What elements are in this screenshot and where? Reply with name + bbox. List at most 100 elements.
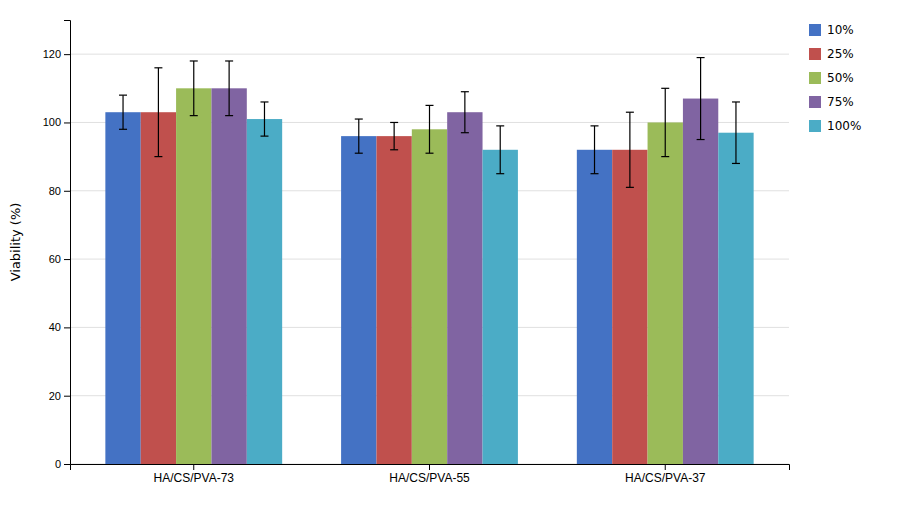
x-axis-line [71, 465, 790, 471]
error-bar-cap [355, 153, 363, 154]
plot: 020406080100120HA/CS/PVA-73HA/CS/PVA-55H… [43, 21, 790, 485]
y-tick-label: 20 [49, 390, 61, 402]
error-bar-cap [591, 173, 599, 174]
y-tick-mark [64, 327, 70, 328]
grid [70, 54, 789, 464]
legend-label: 75% [827, 95, 854, 109]
x-tick: HA/CS/PVA-37 [625, 464, 706, 485]
error-bar-cap [661, 88, 669, 89]
error-bar-cap [225, 60, 233, 61]
legend-item: 75% [809, 95, 854, 109]
y-tick: 40 [49, 321, 70, 333]
y-axis-title: Viability (%) [8, 203, 23, 282]
legend-item: 100% [809, 119, 861, 133]
error-bar-stem [464, 92, 465, 133]
y-tick: 0 [55, 458, 70, 470]
error-bar-stem [229, 61, 230, 116]
y-tick-mark [64, 191, 70, 192]
legend-swatch [809, 120, 821, 132]
error-bar-stem [264, 102, 265, 136]
x-tick: HA/CS/PVA-73 [154, 464, 235, 485]
y-tick-mark [64, 122, 70, 123]
y-tick-mark [64, 396, 70, 397]
error-bar-cap [732, 101, 740, 102]
error-bar-cap [260, 101, 268, 102]
x-tick-mark [429, 464, 430, 470]
error-bar-cap [591, 125, 599, 126]
error-bar-cap [119, 129, 127, 130]
bar [412, 129, 447, 464]
error-bar-cap [154, 156, 162, 157]
bar [648, 122, 683, 464]
x-tick-mark [193, 464, 194, 470]
error-bar-cap [697, 139, 705, 140]
bar-series [176, 61, 683, 464]
error-bar-stem [500, 126, 501, 174]
error-bar-cap [626, 112, 634, 113]
error-bar [461, 92, 469, 133]
y-tick: 80 [49, 185, 70, 197]
error-bar-stem [594, 126, 595, 174]
error-bar-cap [661, 156, 669, 157]
error-bar-cap [732, 163, 740, 164]
error-bar-cap [154, 67, 162, 68]
error-bar-cap [225, 115, 233, 116]
y-tick: 120 [43, 48, 70, 60]
x-axis: HA/CS/PVA-73 HA/CS/PVA-55 HA/CS/PVA-37 [71, 464, 790, 485]
bar [718, 133, 753, 464]
x-tick-label: HA/CS/PVA-37 [625, 471, 706, 485]
legend-swatch [809, 96, 821, 108]
y-tick: 20 [49, 390, 70, 402]
y-axis: 0 20 40 60 80 100 120 [43, 21, 71, 471]
legend: 10% 25% 50% 75% 100% [809, 23, 861, 133]
bar-series [247, 102, 754, 464]
error-bar-stem [358, 119, 359, 153]
error-bar [697, 58, 705, 140]
error-bar-cap [426, 105, 434, 106]
legend-label: 50% [827, 71, 854, 85]
legend-item: 50% [809, 71, 854, 85]
error-bar [626, 112, 634, 187]
y-tick: 60 [49, 253, 70, 265]
error-bar [260, 102, 268, 136]
error-bar-cap [697, 57, 705, 58]
legend-item: 10% [809, 23, 854, 37]
bar [211, 88, 246, 464]
bar [612, 150, 647, 464]
error-bar-stem [700, 58, 701, 140]
error-bar-cap [355, 118, 363, 119]
error-bar-cap [390, 149, 398, 150]
error-bar [661, 88, 669, 156]
error-bar [732, 102, 740, 163]
bar [141, 112, 176, 464]
error-bar-cap [496, 125, 504, 126]
x-tick: HA/CS/PVA-55 [389, 464, 470, 485]
marks [105, 58, 753, 464]
legend-label: 100% [827, 119, 861, 133]
x-tick-label: HA/CS/PVA-55 [389, 471, 470, 485]
bar [577, 150, 612, 464]
x-tick-label: HA/CS/PVA-73 [154, 471, 235, 485]
error-bar-cap [260, 136, 268, 137]
bar [247, 119, 282, 464]
error-bar-stem [665, 88, 666, 156]
error-bar-cap [426, 153, 434, 154]
legend-swatch [809, 48, 821, 60]
error-bar-cap [461, 91, 469, 92]
error-bar-stem [629, 112, 630, 187]
error-bar [355, 119, 363, 153]
error-bar [190, 61, 198, 116]
legend-swatch [809, 72, 821, 84]
error-bar-cap [190, 115, 198, 116]
y-tick-mark [64, 464, 70, 465]
y-tick-label: 60 [49, 253, 61, 265]
error-bar [591, 126, 599, 174]
error-bar [154, 68, 162, 157]
error-bar-cap [390, 122, 398, 123]
bar [447, 112, 482, 464]
legend-label: 25% [827, 47, 854, 61]
bar [176, 88, 211, 464]
y-axis-line [64, 21, 71, 465]
bar-series [141, 68, 648, 464]
y-tick-label: 100 [43, 116, 61, 128]
